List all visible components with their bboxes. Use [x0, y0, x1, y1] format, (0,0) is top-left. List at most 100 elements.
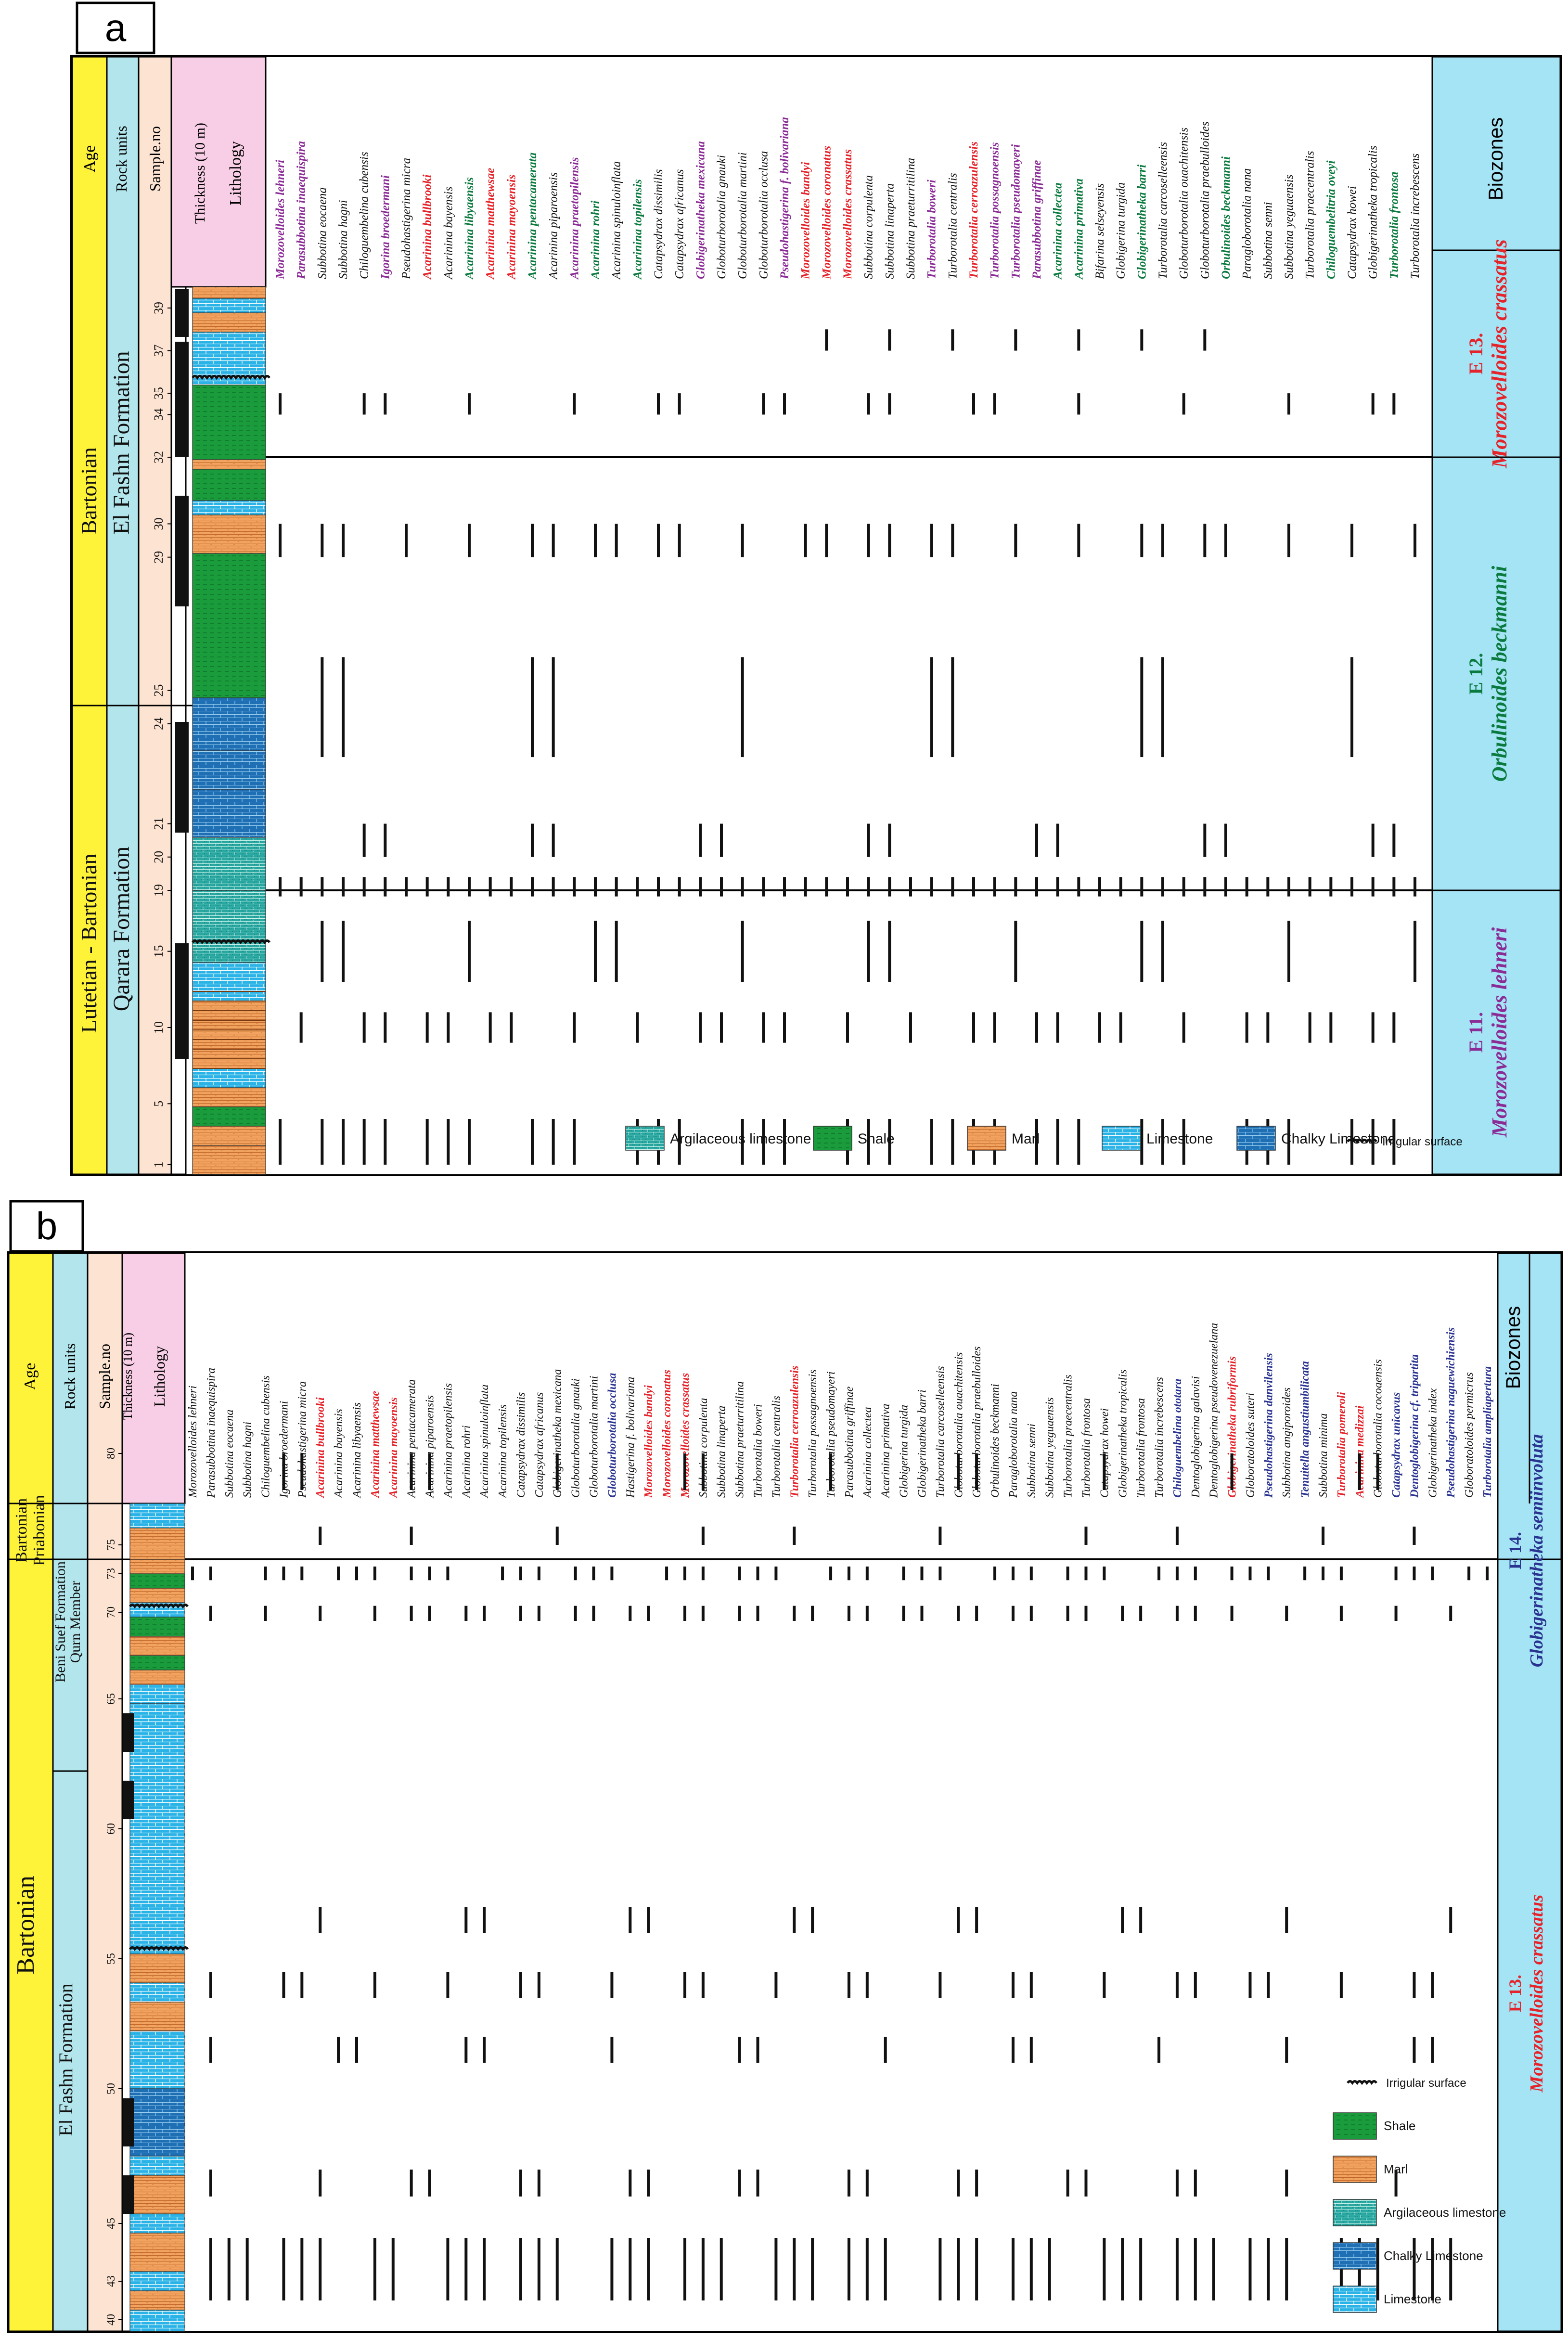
occurrence-mark	[1350, 524, 1353, 557]
sample-label: 43	[105, 2275, 117, 2287]
occurrence-mark	[1248, 1567, 1252, 1580]
occurrence-mark	[1011, 2037, 1015, 2063]
occurrence-mark	[1157, 1567, 1161, 1580]
occurrence-mark	[811, 1907, 814, 1933]
occurrence-mark	[888, 877, 891, 897]
thickness-bar	[175, 943, 189, 1059]
shale-bed	[129, 1655, 185, 1670]
occurrence-mark	[531, 657, 534, 758]
species-label: Acarinina mayoensis	[387, 1397, 400, 1499]
occurrence-mark	[738, 2170, 741, 2197]
occurrence-mark	[1371, 877, 1375, 897]
occurrence-mark	[555, 1453, 559, 1490]
occurrence-mark	[468, 877, 471, 897]
occurrence-mark	[657, 524, 660, 557]
age-column	[71, 56, 108, 1175]
occurrence-mark	[1308, 1012, 1311, 1043]
occurrence-mark	[647, 2170, 650, 2197]
species-label: Acarinina bullbrooki	[421, 175, 434, 280]
irregular-surface	[129, 1604, 189, 1609]
occurrence-mark	[741, 1119, 744, 1165]
occurrence-mark	[1350, 877, 1353, 897]
occurrence-mark	[888, 524, 891, 557]
panel-a-label-box: a	[76, 1, 155, 54]
occurrence-mark	[884, 2037, 887, 2063]
occurrence-mark	[738, 1567, 741, 1580]
occurrence-mark	[1285, 1606, 1288, 1621]
species-label: Chiloguembelina cubensis	[260, 1375, 272, 1498]
panel-b-label: b	[36, 1205, 58, 1247]
occurrence-mark	[1077, 877, 1080, 897]
occurrence-mark	[683, 1453, 686, 1490]
occurrence-mark	[519, 2238, 522, 2300]
occurrence-mark	[774, 2238, 778, 2300]
shale-bed	[192, 385, 266, 460]
limestone-bed	[129, 1703, 185, 1954]
occurrence-mark	[425, 877, 429, 897]
occurrence-mark	[865, 1567, 869, 1580]
occurrence-mark	[355, 2037, 358, 2063]
occurrence-mark	[1339, 1606, 1343, 1621]
species-label: Turborotalia increbescens	[1409, 154, 1422, 279]
occurrence-mark	[1431, 1972, 1434, 1998]
occurrence-mark	[1287, 1119, 1290, 1165]
occurrence-mark	[594, 921, 597, 982]
occurrence-mark	[573, 877, 576, 897]
occurrence-mark	[847, 1567, 850, 1580]
sample-label: 35	[152, 387, 166, 399]
occurrence-mark	[1245, 877, 1248, 897]
occurrence-mark	[373, 2238, 376, 2300]
occurrence-mark	[902, 1567, 905, 1580]
occurrence-mark	[1203, 329, 1207, 351]
age-priabonian: Priabonian	[30, 1495, 48, 1566]
occurrence-mark	[1350, 657, 1353, 758]
species-label: Subbotina eocaena	[223, 1410, 236, 1498]
occurrence-mark	[1182, 877, 1185, 897]
occurrence-mark	[741, 877, 744, 897]
occurrence-mark	[951, 877, 954, 897]
limestone-bed	[129, 1982, 185, 2003]
sample-label: 50	[105, 2083, 117, 2094]
occurrence-mark	[264, 1606, 267, 1621]
occurrence-mark	[362, 393, 366, 415]
occurrence-mark	[1084, 2170, 1088, 2197]
occurrence-mark	[683, 1567, 686, 1580]
occurrence-mark	[1011, 2238, 1015, 2300]
species-label: Parasubbotina inaequispira	[295, 141, 308, 280]
occurrence-mark	[321, 524, 324, 557]
occurrence-mark	[384, 1119, 387, 1165]
occurrence-mark	[537, 1567, 540, 1580]
species-label: Morozovelloides crassatus	[841, 149, 854, 280]
species-label: Turborotalia pseudomayeri	[1009, 144, 1022, 279]
occurrence-mark	[384, 393, 387, 415]
occurrence-mark	[783, 1119, 786, 1165]
occurrence-mark	[1029, 1567, 1033, 1580]
occurrence-mark	[1182, 1119, 1185, 1165]
species-label: Turborotalia centralis	[770, 1396, 783, 1498]
occurrence-mark	[573, 1119, 576, 1165]
occurrence-mark	[321, 921, 324, 982]
occurrence-mark	[938, 1972, 942, 1998]
occurrence-mark	[1175, 2170, 1179, 2197]
occurrence-mark	[930, 877, 933, 897]
occurrence-mark	[957, 1606, 960, 1621]
occurrence-mark	[1322, 1567, 1325, 1580]
species-label: Globoturborotalia gnauki	[715, 155, 728, 279]
occurrence-mark	[1175, 1567, 1179, 1580]
thickness-bar	[175, 342, 189, 457]
rock-units-column	[52, 1252, 89, 2332]
species-label: Turborotalia praecentralis	[1304, 151, 1317, 279]
occurrence-mark	[488, 1012, 492, 1043]
occurrence-mark	[1339, 1972, 1343, 1998]
occurrence-mark	[209, 2170, 212, 2197]
lithology-header-text: Lithology	[151, 1346, 168, 1407]
occurrence-mark	[425, 1119, 429, 1165]
occurrence-mark	[762, 877, 765, 897]
argillaceous-bed	[192, 837, 266, 891]
occurrence-mark	[537, 2170, 540, 2197]
occurrence-mark	[720, 2238, 723, 2300]
limestone-bed	[129, 1503, 185, 1529]
occurrence-mark	[865, 2170, 869, 2197]
occurrence-mark	[701, 1453, 705, 1490]
occurrence-mark	[701, 1972, 705, 1998]
